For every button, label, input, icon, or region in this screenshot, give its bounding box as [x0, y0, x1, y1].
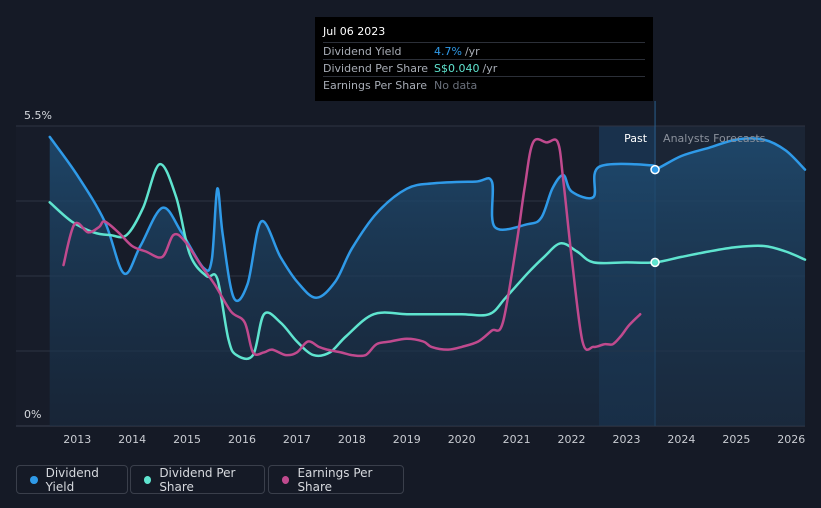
tooltip-unit: /yr [464, 45, 480, 58]
x-tick-label: 2015 [173, 433, 201, 446]
tooltip-unit: /yr [482, 62, 498, 75]
x-tick-label: 2019 [393, 433, 421, 446]
x-tick-label: 2026 [777, 433, 805, 446]
x-tick-label: 2014 [118, 433, 146, 446]
forecast-label: Analysts Forecasts [663, 132, 766, 145]
x-tick-label: 2023 [612, 433, 640, 446]
dividend-per-share-marker [650, 257, 660, 268]
legend-item-dividend-yield[interactable]: Dividend Yield [16, 465, 128, 494]
tooltip-row-dividend-yield: Dividend Yield 4.7%/yr [323, 42, 645, 60]
tooltip-row-earnings-per-share: Earnings Per Share No data [323, 76, 645, 94]
tooltip-value: No data [434, 79, 480, 92]
tooltip-row-dividend-per-share: Dividend Per Share S$0.040/yr [323, 59, 645, 77]
legend-item-dividend-per-share[interactable]: Dividend Per Share [130, 465, 265, 494]
tooltip-value-number: No data [434, 79, 478, 92]
x-tick-label: 2013 [63, 433, 91, 446]
dividend-per-share-line [48, 162, 807, 361]
legend-dot-icon [144, 475, 152, 484]
y-axis-bottom-label: 0% [24, 408, 41, 421]
dividend-yield-area [49, 136, 805, 426]
tooltip-value: 4.7%/yr [434, 45, 480, 58]
legend-item-earnings-per-share[interactable]: Earnings Per Share [268, 465, 404, 494]
x-tick-label: 2016 [228, 433, 256, 446]
x-tick-label: 2025 [722, 433, 750, 446]
tooltip-value-number: S$0.040 [434, 62, 480, 75]
tooltip-label: Dividend Yield [323, 45, 402, 58]
x-tick-label: 2021 [503, 433, 531, 446]
tooltip-date: Jul 06 2023 [323, 25, 386, 38]
legend-label: Dividend Yield [45, 465, 99, 494]
x-tick-label: 2018 [338, 433, 366, 446]
x-tick-label: 2017 [283, 433, 311, 446]
legend-label: Dividend Per Share [159, 465, 236, 494]
x-tick-label: 2020 [448, 433, 476, 446]
tooltip-value: S$0.040/yr [434, 62, 497, 75]
legend-dot-icon [282, 475, 290, 484]
legend-label: Earnings Per Share [297, 465, 373, 494]
tooltip-label: Earnings Per Share [323, 79, 428, 92]
tooltip-label: Dividend Per Share [323, 62, 429, 75]
past-label: Past [624, 132, 648, 145]
hover-tooltip: Jul 06 2023 Dividend Yield 4.7%/yr Divid… [315, 17, 653, 101]
x-tick-label: 2024 [667, 433, 695, 446]
tooltip-value-number: 4.7% [434, 45, 462, 58]
earnings-per-share-line [62, 137, 642, 358]
legend-dot-icon [30, 475, 38, 484]
y-axis-top-label: 5.5% [24, 109, 52, 122]
x-tick-label: 2022 [558, 433, 586, 446]
dividend-yield-marker [650, 164, 660, 175]
